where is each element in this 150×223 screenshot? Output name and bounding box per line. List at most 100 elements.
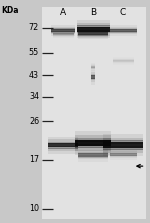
Bar bbox=[91, 75, 95, 79]
Text: 26: 26 bbox=[29, 117, 39, 126]
Text: A: A bbox=[60, 8, 66, 17]
Bar bbox=[75, 138, 111, 142]
Bar bbox=[91, 63, 95, 64]
Bar bbox=[48, 142, 78, 144]
Text: B: B bbox=[90, 8, 96, 17]
Bar bbox=[78, 27, 108, 29]
Bar bbox=[52, 32, 74, 33]
Bar bbox=[103, 153, 142, 156]
Bar bbox=[51, 27, 75, 29]
Bar bbox=[91, 74, 95, 76]
Bar bbox=[78, 157, 108, 159]
Text: 43: 43 bbox=[29, 70, 39, 80]
Bar bbox=[51, 28, 75, 30]
Bar bbox=[78, 37, 108, 39]
Bar bbox=[110, 28, 136, 30]
Bar bbox=[75, 131, 111, 135]
Bar bbox=[52, 33, 74, 34]
Bar bbox=[110, 157, 136, 158]
Text: 34: 34 bbox=[29, 92, 39, 101]
Bar bbox=[48, 151, 78, 154]
Bar bbox=[112, 62, 134, 63]
Bar bbox=[110, 150, 136, 151]
Bar bbox=[103, 138, 142, 141]
Bar bbox=[52, 31, 74, 32]
Bar bbox=[112, 60, 134, 62]
Bar bbox=[112, 60, 134, 61]
Bar bbox=[51, 31, 75, 33]
Bar bbox=[112, 63, 134, 64]
Bar bbox=[103, 140, 142, 144]
Bar bbox=[91, 70, 95, 71]
Bar bbox=[51, 25, 75, 27]
Bar bbox=[76, 27, 110, 32]
Bar bbox=[48, 143, 78, 147]
Bar bbox=[91, 83, 95, 85]
Bar bbox=[112, 58, 134, 60]
Bar bbox=[75, 135, 111, 138]
Bar bbox=[51, 29, 75, 32]
Bar bbox=[75, 140, 111, 146]
Bar bbox=[91, 65, 95, 66]
Bar bbox=[103, 149, 142, 153]
Bar bbox=[112, 57, 134, 58]
Bar bbox=[42, 7, 146, 219]
Bar bbox=[103, 142, 142, 148]
Bar bbox=[110, 33, 136, 34]
Bar bbox=[75, 151, 111, 155]
Bar bbox=[103, 146, 142, 150]
Bar bbox=[78, 34, 108, 36]
Text: 10: 10 bbox=[29, 204, 39, 213]
Bar bbox=[78, 153, 108, 157]
Bar bbox=[76, 20, 110, 23]
Bar bbox=[48, 146, 78, 149]
Bar bbox=[91, 67, 95, 69]
Bar bbox=[110, 25, 136, 27]
Bar bbox=[48, 137, 78, 139]
Bar bbox=[52, 33, 74, 35]
Bar bbox=[78, 31, 108, 35]
Bar bbox=[78, 152, 108, 154]
Bar bbox=[76, 23, 110, 26]
Bar bbox=[78, 35, 108, 37]
Bar bbox=[52, 36, 74, 37]
Bar bbox=[91, 80, 95, 83]
Text: 72: 72 bbox=[29, 23, 39, 32]
Bar bbox=[78, 159, 108, 161]
Bar bbox=[110, 153, 136, 156]
Bar bbox=[75, 144, 111, 148]
Text: 17: 17 bbox=[29, 155, 39, 164]
Bar bbox=[78, 31, 108, 33]
Text: 55: 55 bbox=[29, 48, 39, 57]
Bar bbox=[91, 78, 95, 81]
Bar bbox=[76, 30, 110, 33]
Bar bbox=[110, 31, 136, 33]
Bar bbox=[78, 155, 108, 158]
Bar bbox=[112, 64, 134, 66]
Bar bbox=[91, 70, 95, 72]
Bar bbox=[52, 37, 74, 38]
Bar bbox=[76, 35, 110, 39]
Bar bbox=[110, 158, 136, 160]
Bar bbox=[76, 33, 110, 35]
Bar bbox=[91, 72, 95, 74]
Bar bbox=[48, 139, 78, 142]
Bar bbox=[48, 148, 78, 151]
Bar bbox=[110, 27, 136, 28]
Bar bbox=[52, 35, 74, 36]
Bar bbox=[110, 153, 136, 154]
Text: C: C bbox=[120, 8, 126, 17]
Bar bbox=[75, 147, 111, 151]
Bar bbox=[91, 68, 95, 70]
Bar bbox=[110, 151, 136, 153]
Text: KDa: KDa bbox=[2, 6, 19, 14]
Bar bbox=[103, 134, 142, 138]
Bar bbox=[91, 64, 95, 65]
Bar bbox=[110, 155, 136, 157]
Bar bbox=[51, 32, 75, 34]
Bar bbox=[78, 150, 108, 152]
Bar bbox=[110, 34, 136, 36]
Bar bbox=[91, 66, 95, 68]
Bar bbox=[76, 25, 110, 28]
Bar bbox=[78, 148, 108, 150]
